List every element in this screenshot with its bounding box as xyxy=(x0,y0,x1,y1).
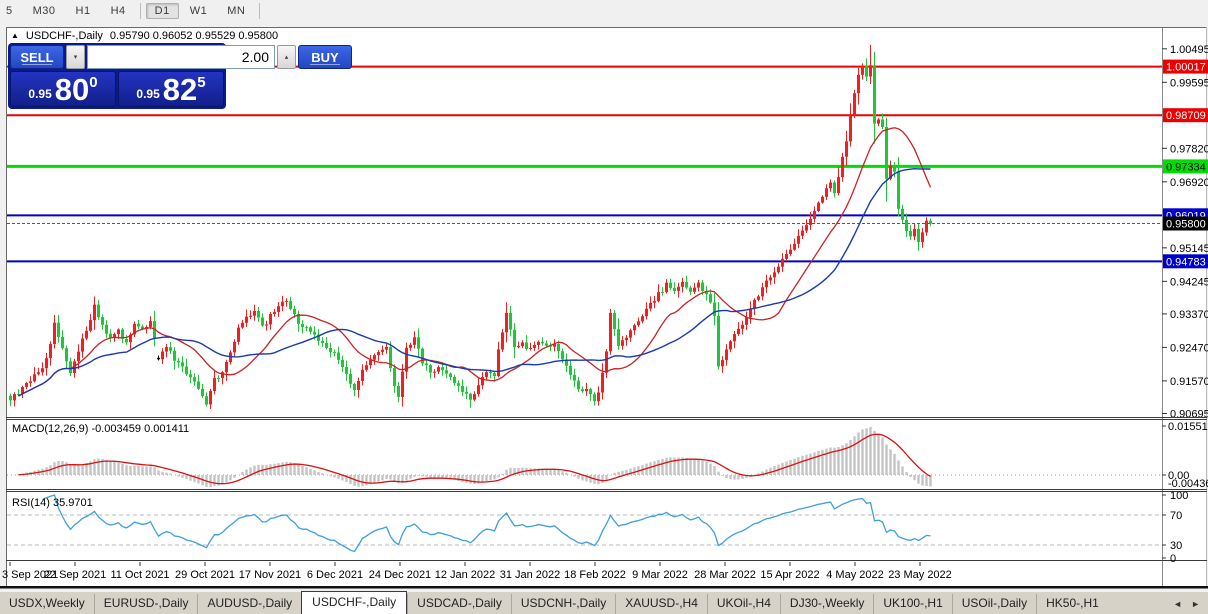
svg-text:0.00: 0.00 xyxy=(1168,470,1189,482)
svg-text:0.94783: 0.94783 xyxy=(1166,256,1206,268)
price-scale: 1.00495 0.99595 0.97820 0.96920 0.95145 0.942… xyxy=(1162,44,1208,420)
svg-text:0.93370: 0.93370 xyxy=(1170,309,1208,321)
chart-title: ▲ USDCHF-,Daily 0.95790 0.96052 0.95529 … xyxy=(11,30,278,42)
buy-button[interactable]: BUY xyxy=(298,45,352,69)
svg-text:15 Apr 2022: 15 Apr 2022 xyxy=(760,569,819,581)
svg-text:RSI(14) 35.9701: RSI(14) 35.9701 xyxy=(12,497,93,509)
tab-scroll-right-icon[interactable]: ► xyxy=(1191,599,1200,609)
price-chart-canvas[interactable]: 1.00495 0.99595 0.97820 0.96920 0.95145 0.942… xyxy=(0,22,1208,592)
sell-price-pipette: 0 xyxy=(89,74,98,91)
svg-text:0.92470: 0.92470 xyxy=(1170,342,1208,354)
symbol-tabbar: USDX,Weekly EURUSD-,Daily AUDUSD-,Daily USD… xyxy=(0,591,1208,614)
chart-tab-dj30-weekly[interactable]: DJ30-,Weekly xyxy=(779,594,873,614)
chart-ohlc-values: 0.95790 0.96052 0.95529 0.95800 xyxy=(109,30,279,42)
chart-tab-uk100-h1[interactable]: UK100-,H1 xyxy=(873,594,951,614)
sell-button[interactable]: SELL xyxy=(10,45,64,69)
svg-text:23 May 2022: 23 May 2022 xyxy=(888,569,952,581)
svg-text:-0.004367: -0.004367 xyxy=(1168,478,1208,490)
timeframe-button-d1[interactable]: D1 xyxy=(145,3,179,19)
svg-text:11 Oct 2021: 11 Oct 2021 xyxy=(110,569,169,581)
svg-text:0.91570: 0.91570 xyxy=(1170,376,1208,388)
tab-scroll-arrows: ◄ ► xyxy=(1169,599,1208,614)
svg-text:0.98709: 0.98709 xyxy=(1166,110,1206,122)
svg-text:29 Oct 2021: 29 Oct 2021 xyxy=(175,569,235,581)
svg-text:4 May 2022: 4 May 2022 xyxy=(826,569,883,581)
chart-tab-usdchf-daily[interactable]: USDCHF-,Daily xyxy=(301,591,408,614)
sell-price-prefix: 0.95 xyxy=(28,87,52,101)
svg-text:17 Nov 2021: 17 Nov 2021 xyxy=(239,569,301,581)
svg-text:0.94245: 0.94245 xyxy=(1170,276,1208,288)
svg-text:24 Dec 2021: 24 Dec 2021 xyxy=(369,569,431,581)
chart-tab-eurusd-daily[interactable]: EURUSD-,Daily xyxy=(93,594,198,614)
timeframe-button-h4[interactable]: H4 xyxy=(110,5,126,17)
timeframe-button-5[interactable]: 5 xyxy=(6,5,13,17)
svg-text:9 Mar 2022: 9 Mar 2022 xyxy=(632,569,688,581)
chart-window: 1.00495 0.99595 0.97820 0.96920 0.95145 0.942… xyxy=(0,22,1208,592)
triangle-down-icon: ▾ xyxy=(73,54,78,61)
one-click-trading-panel: SELL ▾ ▴ BUY 0.95 80 0 0.95 82 5 xyxy=(8,43,352,109)
svg-text:100: 100 xyxy=(1170,490,1188,502)
svg-text:31 Jan 2022: 31 Jan 2022 xyxy=(500,569,561,581)
sell-price-big-digits: 80 xyxy=(54,72,90,107)
svg-text:0.95145: 0.95145 xyxy=(1170,243,1208,255)
chart-tab-usdx-weekly[interactable]: USDX,Weekly xyxy=(9,596,85,610)
buy-price-big-digits: 82 xyxy=(162,72,198,107)
svg-text:0.99595: 0.99595 xyxy=(1170,77,1208,89)
triangle-up-icon: ▴ xyxy=(284,54,289,61)
macd-panel[interactable]: MACD(12,26,9) -0.003459 0.001411 0.015516… xyxy=(7,421,1208,490)
svg-text:22 Sep 2021: 22 Sep 2021 xyxy=(44,569,106,581)
toolbar-separator xyxy=(259,3,261,19)
main-price-panel[interactable] xyxy=(7,44,1162,409)
buy-price-display[interactable]: 0.95 82 5 xyxy=(118,71,224,107)
svg-text:18 Feb 2022: 18 Feb 2022 xyxy=(564,569,626,581)
svg-text:28 Mar 2022: 28 Mar 2022 xyxy=(694,569,756,581)
buy-price-pipette: 5 xyxy=(197,74,206,91)
chart-tab-hk50-h1[interactable]: HK50-,H1 xyxy=(1036,594,1108,614)
chart-tab-xauusd-h4[interactable]: XAUUSD-,H4 xyxy=(615,594,707,614)
svg-text:0.97334: 0.97334 xyxy=(1166,161,1206,173)
timeframe-button-m30[interactable]: M30 xyxy=(32,5,56,17)
timeframe-button-mn[interactable]: MN xyxy=(227,5,246,17)
rsi-panel[interactable]: RSI(14) 35.9701 100 70 300 xyxy=(7,490,1188,565)
svg-text:6 Dec 2021: 6 Dec 2021 xyxy=(307,569,363,581)
volume-input[interactable] xyxy=(87,45,275,69)
svg-text:0.90695: 0.90695 xyxy=(1170,408,1208,420)
collapse-arrow-icon[interactable]: ▲ xyxy=(11,31,19,40)
chart-symbol-period: USDCHF-,Daily xyxy=(25,30,103,42)
volume-increase-button[interactable]: ▴ xyxy=(277,45,296,69)
chart-tab-usdcnh-daily[interactable]: USDCNH-,Daily xyxy=(510,594,615,614)
svg-text:30: 30 xyxy=(1170,540,1182,552)
tab-scroll-left-icon[interactable]: ◄ xyxy=(1173,599,1183,609)
svg-text:3 Sep 2021: 3 Sep 2021 xyxy=(2,569,58,581)
svg-text:0: 0 xyxy=(1170,553,1176,565)
timeframe-button-w1[interactable]: W1 xyxy=(189,5,208,17)
svg-text:0.97820: 0.97820 xyxy=(1170,143,1208,155)
svg-text:12 Jan 2022: 12 Jan 2022 xyxy=(435,569,496,581)
chart-tab-ukoil-h4[interactable]: UKOil-,H4 xyxy=(706,594,780,614)
svg-text:1.00017: 1.00017 xyxy=(1166,62,1206,74)
chart-tab-usoil-daily[interactable]: USOil-,Daily xyxy=(951,594,1036,614)
volume-decrease-button[interactable]: ▾ xyxy=(66,45,85,69)
sell-price-display[interactable]: 0.95 80 0 xyxy=(10,71,116,107)
svg-text:0.015516: 0.015516 xyxy=(1168,421,1208,433)
svg-text:MACD(12,26,9) -0.003459 0.0014: MACD(12,26,9) -0.003459 0.001411 xyxy=(12,423,189,435)
chart-tab-audusd-daily[interactable]: AUDUSD-,Daily xyxy=(197,594,301,614)
timeframe-button-h1[interactable]: H1 xyxy=(75,5,91,17)
chart-tab-usdcad-daily[interactable]: USDCAD-,Daily xyxy=(407,594,511,614)
chart-background xyxy=(6,27,1207,588)
toolbar-separator xyxy=(139,3,141,19)
svg-text:0.96920: 0.96920 xyxy=(1170,177,1208,189)
svg-text:70: 70 xyxy=(1170,510,1182,522)
timeframe-toolbar: 5 M30 H1 H4 D1 W1 MN xyxy=(0,0,1208,22)
svg-text:0.95800: 0.95800 xyxy=(1166,219,1206,231)
svg-text:1.00495: 1.00495 xyxy=(1170,44,1208,56)
buy-price-prefix: 0.95 xyxy=(136,87,160,101)
